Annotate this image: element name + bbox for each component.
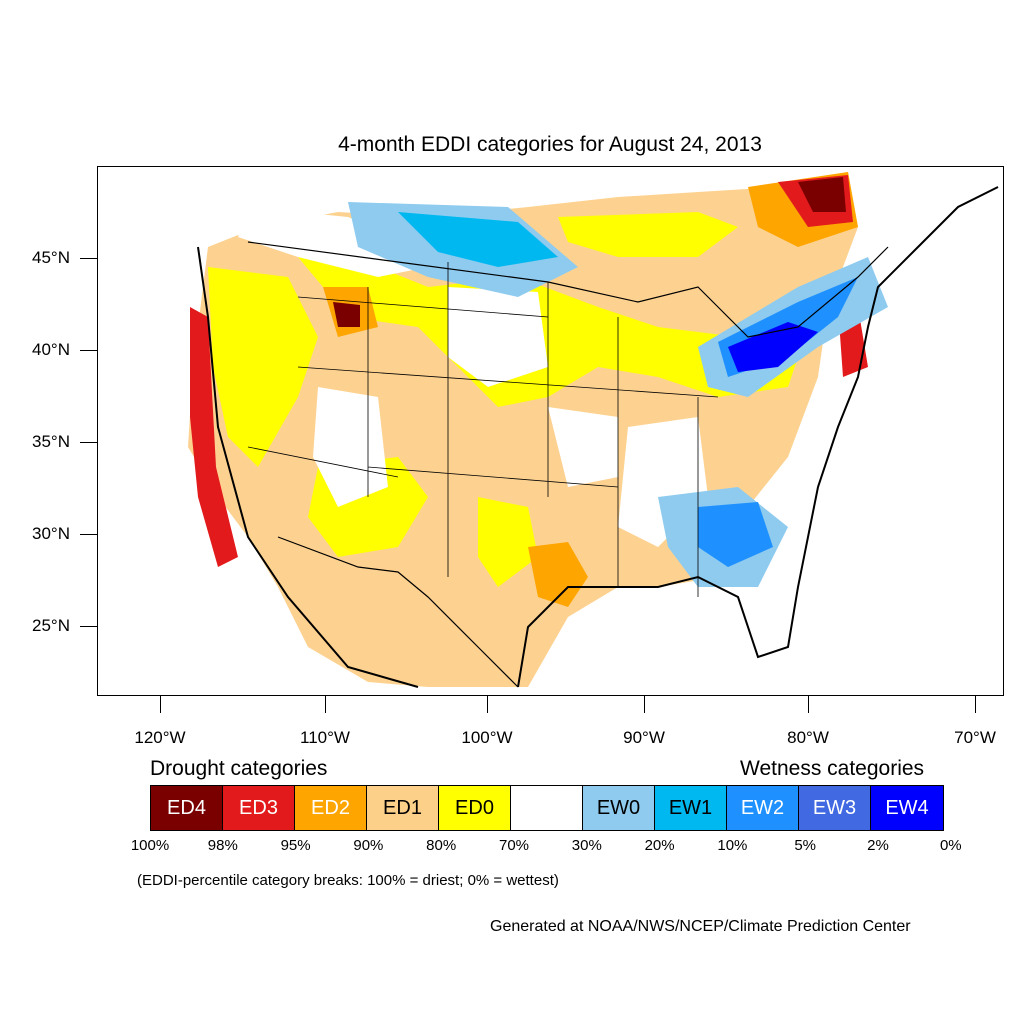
lat-tick-label-40: 40°N [32, 340, 70, 359]
percentile-label: 80% [426, 837, 457, 854]
ed4-idaho [333, 302, 360, 327]
lat-tick-label-45: 45°N [32, 248, 70, 267]
lon-tick-label-80: 80°W [787, 728, 829, 747]
white-utah [313, 387, 388, 507]
white-great-plains [448, 287, 548, 387]
legend-box-ed1: ED1 [367, 786, 439, 830]
lon-tick-label-100: 100°W [461, 728, 513, 747]
lon-tick-80 [808, 696, 809, 713]
legend-box-ew0: EW0 [583, 786, 655, 830]
lat-tick-40 [80, 350, 97, 351]
ed0-west [208, 267, 318, 467]
lon-tick-label-110: 110°W [300, 728, 350, 747]
state-lines [247, 262, 719, 597]
lon-tick-120 [160, 696, 161, 713]
lat-tick-label-35: 35°N [32, 432, 70, 451]
percentile-label: 95% [280, 837, 311, 854]
lat-tick-25 [80, 626, 97, 627]
legend-box-ew3: EW3 [799, 786, 871, 830]
lon-tick-label-90: 90°W [623, 728, 665, 747]
percentile-label: 30% [571, 837, 602, 854]
ed2-texas [528, 542, 588, 607]
ew4-lake-ontario [728, 322, 818, 372]
legend-box-ed4: ED4 [151, 786, 223, 830]
legend-box-ed0: ED0 [439, 786, 511, 830]
legend-box-ew4: EW4 [871, 786, 943, 830]
lat-tick-30 [80, 534, 97, 535]
category-note: (EDDI-percentile category breaks: 100% =… [137, 872, 559, 889]
lon-tick-100 [487, 696, 488, 713]
lon-tick-90 [644, 696, 645, 713]
ed0-canada-south [558, 212, 738, 257]
percentile-label: 70% [498, 837, 530, 854]
percentile-label: 10% [717, 837, 748, 854]
lon-tick-label-120: 120°W [134, 728, 186, 747]
wetness-heading: Wetness categories [740, 757, 925, 780]
lat-tick-label-25: 25°N [32, 616, 70, 635]
ed0-texas-east [478, 497, 538, 587]
map-panel [97, 166, 1004, 696]
lon-tick-label-70: 70°W [954, 728, 996, 747]
lat-tick-label-30: 30°N [32, 524, 70, 543]
credit-line: Generated at NOAA/NWS/NCEP/Climate Predi… [490, 918, 911, 935]
percentile-label: 90% [353, 837, 384, 854]
coastline [197, 186, 999, 688]
percentile-label: 20% [644, 837, 675, 854]
legend-colorbar: ED4 ED3 ED2 ED1 ED0 EW0 EW1 EW2 EW3 EW4 [150, 785, 944, 831]
percentile-label: 0% [939, 837, 962, 854]
legend-box-ew1: EW1 [655, 786, 727, 830]
ew1-montana [398, 212, 558, 267]
legend-box-none [511, 786, 583, 830]
percentile-label: 5% [794, 837, 817, 854]
lat-tick-45 [80, 258, 97, 259]
drought-heading: Drought categories [150, 757, 328, 780]
ed3-west-coast [190, 307, 238, 567]
white-west-central [548, 407, 618, 487]
legend-box-ew2: EW2 [727, 786, 799, 830]
percentile-label: 2% [867, 837, 889, 854]
ed4-quebec [798, 177, 846, 212]
us-mexico-border [277, 536, 519, 688]
legend-box-ed3: ED3 [223, 786, 295, 830]
percentile-label: 98% [207, 837, 238, 854]
map-title: 4-month EDDI categories for August 24, 2… [338, 133, 762, 156]
eddi-map [188, 172, 999, 688]
ew1-southeast [698, 502, 773, 567]
lat-tick-35 [80, 442, 97, 443]
percentile-label: 100% [130, 837, 170, 854]
legend-box-ed2: ED2 [295, 786, 367, 830]
lon-tick-70 [975, 696, 976, 713]
lon-tick-110 [325, 696, 326, 713]
